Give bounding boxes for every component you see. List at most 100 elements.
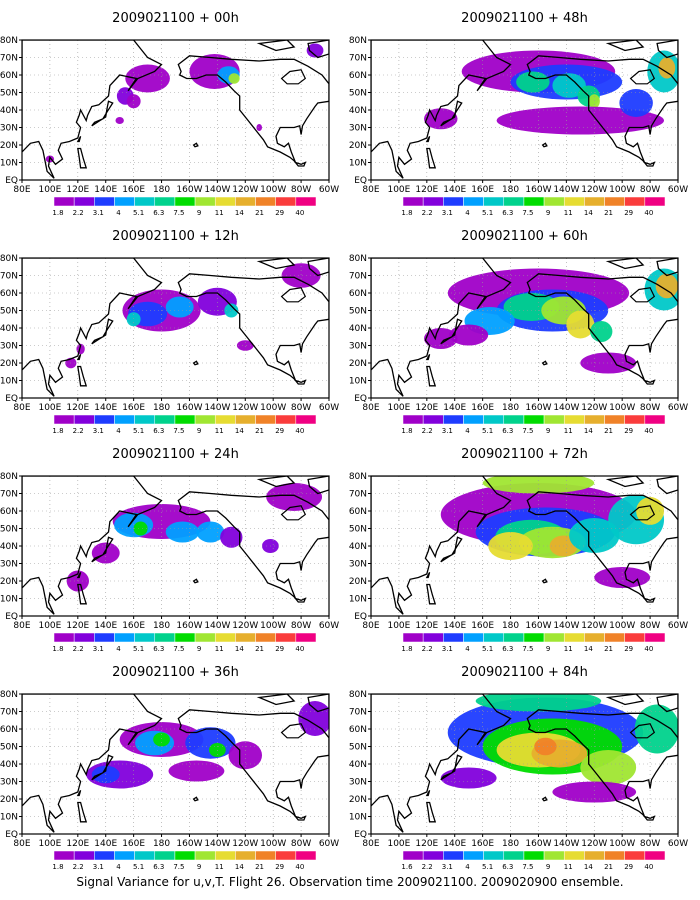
colorbar-label: 1.6: [401, 863, 413, 871]
colorbar-label: 14: [584, 427, 593, 435]
colorbar-swatch: [503, 414, 525, 425]
x-tick-label: 160W: [525, 621, 551, 631]
colorbar-swatch: [194, 414, 216, 425]
colorbar-label: 7.5: [522, 645, 533, 653]
coastline: [526, 273, 678, 385]
x-tick-label: 140E: [94, 185, 117, 195]
coastline: [440, 536, 463, 563]
coastline: [77, 801, 88, 823]
coastline: [425, 353, 431, 361]
colorbar-swatch: [114, 632, 135, 643]
coastline: [256, 258, 296, 270]
coastline: [22, 694, 163, 833]
variance-contour: [165, 296, 194, 318]
coastline: [91, 536, 114, 563]
colorbar-label: 21: [255, 863, 264, 871]
variance-contour: [115, 117, 124, 124]
variance-contour: [590, 321, 613, 342]
x-tick-label: 100W: [260, 185, 286, 195]
colorbar-swatch: [523, 850, 545, 861]
colorbar-swatch: [53, 196, 75, 207]
x-tick-label: 180: [502, 403, 519, 413]
coastline: [76, 353, 82, 361]
x-tick-label: 180: [502, 839, 519, 849]
colorbar-swatch: [275, 850, 297, 861]
map-field: [22, 40, 329, 180]
y-tick-label: EQ: [354, 394, 367, 404]
coastline: [629, 723, 656, 739]
colorbar-label: 14: [584, 863, 593, 871]
map-panel: 2009021100 + 36h 80E 100E 120E 140E 160E 180 16…: [0, 665, 339, 871]
x-tick-label: 160W: [525, 839, 551, 849]
y-tick-label: 10N: [0, 813, 18, 823]
y-tick-label: 40N: [0, 324, 18, 334]
y-tick-label: 40N: [349, 106, 367, 116]
x-tick-label: 160E: [122, 185, 145, 195]
colorbar-label: 21: [255, 427, 264, 435]
x-tick-label: 100W: [260, 403, 286, 413]
x-tick-label: 80W: [291, 839, 311, 849]
coastline: [256, 40, 296, 52]
x-tick-label: 60W: [668, 403, 688, 413]
colorbar-swatch: [275, 414, 297, 425]
map-field: [371, 40, 678, 180]
y-tick-label: 30N: [349, 560, 367, 570]
x-tick-label: 140W: [204, 403, 230, 413]
colorbar-label: 14: [235, 863, 244, 871]
colorbar-swatch: [174, 850, 196, 861]
coastline: [426, 801, 437, 823]
panel-title: 2009021100 + 60h: [461, 229, 588, 244]
colorbar-label: 1.8: [401, 427, 412, 435]
x-tick-label: 80W: [291, 403, 311, 413]
colorbar-swatch: [174, 414, 196, 425]
coastline: [280, 69, 307, 85]
colorbar-label: 3.1: [93, 863, 104, 871]
x-tick-label: 160W: [176, 185, 202, 195]
coastline: [526, 55, 678, 167]
colorbar-swatch: [255, 850, 276, 861]
colorbar-label: 21: [255, 209, 264, 217]
y-tick-label: 70N: [0, 490, 18, 500]
colorbar-label: 4: [116, 863, 121, 871]
coastline: [629, 505, 656, 521]
coastline: [76, 571, 82, 579]
x-tick-label: 120W: [581, 621, 607, 631]
colorbar-label: 29: [275, 427, 284, 435]
variance-contour: [552, 73, 586, 98]
colorbar-label: 7.5: [522, 427, 533, 435]
y-tick-label: 40N: [349, 324, 367, 334]
y-tick-label: 60N: [349, 71, 367, 81]
y-tick-label: 50N: [349, 307, 367, 317]
y-tick-label: 60N: [349, 507, 367, 517]
colorbar-label: 6.3: [153, 427, 164, 435]
colorbar-swatch: [523, 196, 545, 207]
coastline: [91, 754, 114, 781]
colorbar-swatch: [604, 414, 625, 425]
colorbar-label: 7.5: [522, 863, 533, 871]
y-tick-label: 80N: [0, 690, 18, 700]
colorbar-swatch: [443, 632, 464, 643]
x-tick-label: 140E: [443, 839, 466, 849]
colorbar-swatch: [214, 850, 236, 861]
x-tick-label: 140E: [443, 403, 466, 413]
x-tick-label: 180: [502, 621, 519, 631]
y-tick-label: 60N: [349, 289, 367, 299]
map-field: [371, 476, 678, 616]
variance-contour: [228, 741, 263, 770]
coastline: [177, 709, 329, 821]
x-tick-label: 100W: [260, 839, 286, 849]
colorbar-label: 40: [295, 427, 304, 435]
colorbar-swatch: [275, 196, 297, 207]
y-tick-label: 10N: [349, 813, 367, 823]
x-tick-label: 140E: [94, 621, 117, 631]
variance-contour: [256, 124, 263, 131]
colorbar-swatch: [422, 196, 444, 207]
x-tick-label: 100E: [38, 621, 61, 631]
variance-contour: [424, 108, 458, 130]
colorbar-swatch: [194, 632, 216, 643]
colorbar-label: 40: [644, 863, 653, 871]
y-tick-label: 70N: [0, 54, 18, 64]
y-tick-label: 10N: [0, 595, 18, 605]
colorbar-label: 6.3: [502, 427, 513, 435]
coastline: [371, 694, 512, 833]
